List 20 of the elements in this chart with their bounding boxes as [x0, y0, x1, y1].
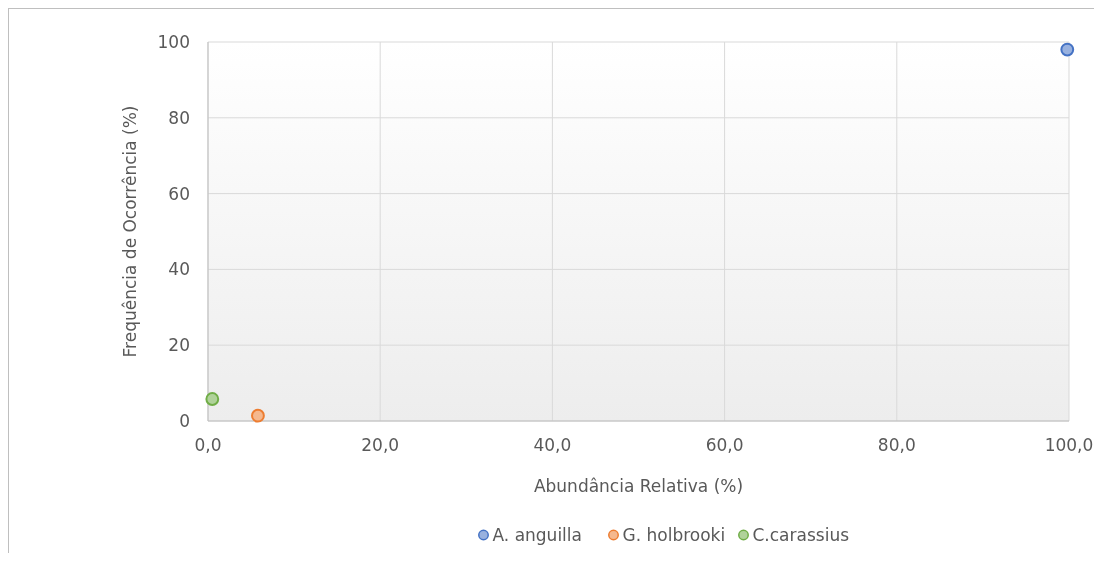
- y-tick-label: 60: [168, 183, 190, 204]
- x-tick-label: 20,0: [361, 435, 400, 455]
- y-tick-label: 40: [168, 259, 190, 280]
- x-tick-label: 100,0: [1044, 435, 1094, 455]
- y-tick-label: 100: [157, 32, 190, 52]
- legend-label: A. anguilla: [492, 525, 582, 545]
- y-axis-title: Frequência de Ocorrência (%): [120, 105, 140, 358]
- x-tick-label: 80,0: [877, 435, 916, 455]
- x-tick-label: 0,0: [194, 435, 222, 455]
- y-tick-label: 0: [179, 411, 190, 431]
- x-tick-label: 40,0: [533, 435, 572, 455]
- legend-label: G. holbrooki: [622, 525, 726, 545]
- y-tick-label: 80: [168, 107, 190, 128]
- y-tick-label: 20: [168, 335, 190, 356]
- x-axis-title: Abundância Relativa (%): [533, 476, 744, 496]
- point: [205, 392, 220, 406]
- legend-label: C.carassius: [752, 525, 850, 545]
- x-tick-label: 60,0: [705, 435, 744, 455]
- point: [251, 408, 265, 423]
- point: [1060, 42, 1075, 57]
